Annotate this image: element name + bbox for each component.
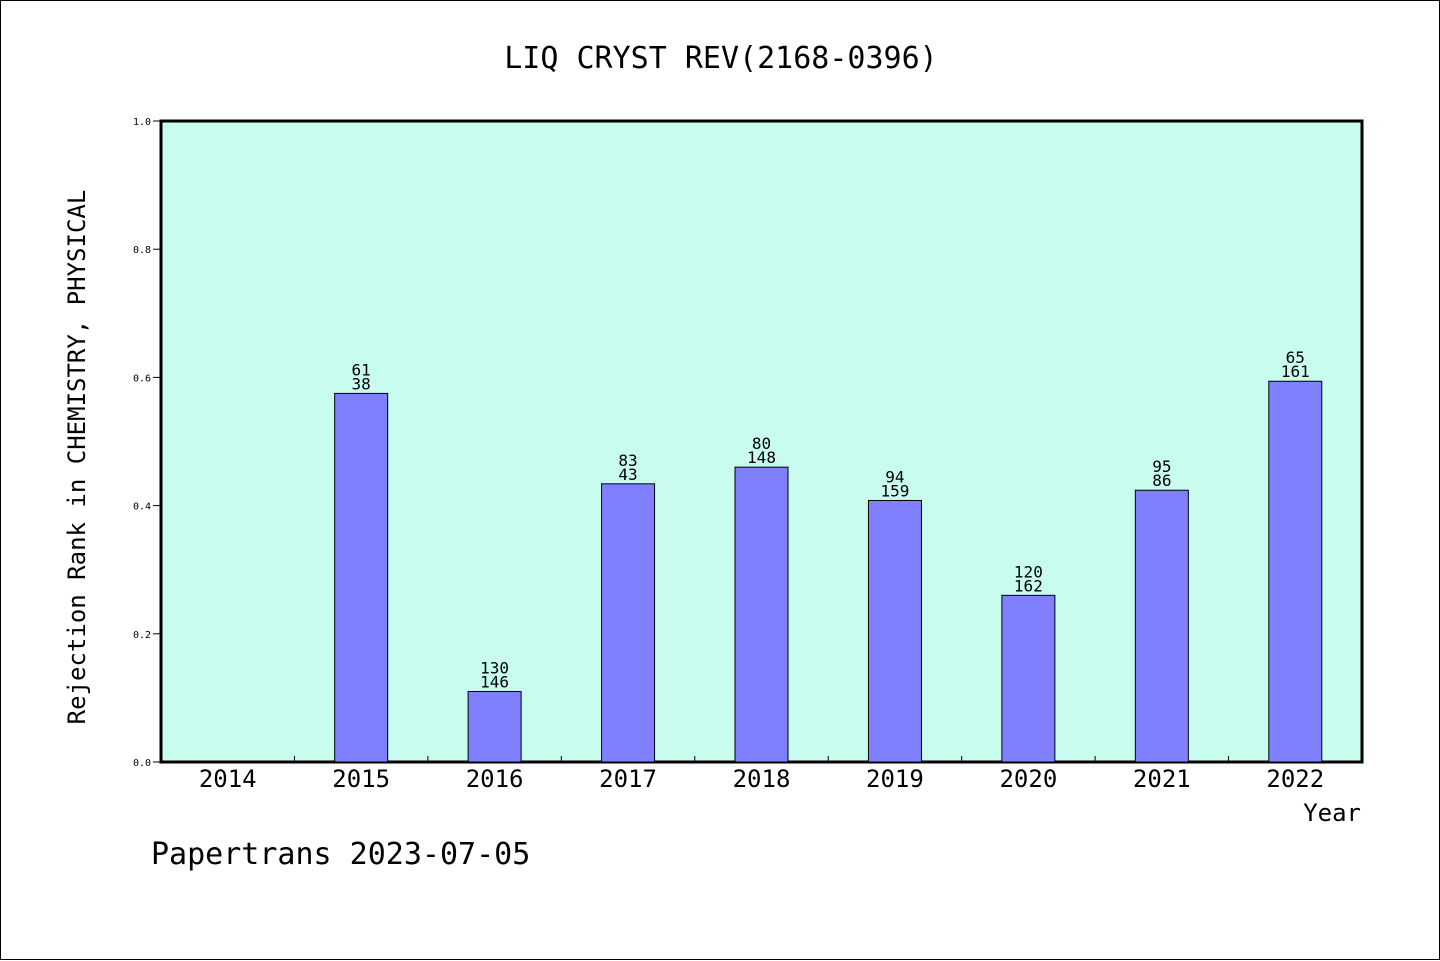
bar-label-bottom: 161 (1281, 362, 1310, 381)
bar-label-bottom: 43 (618, 465, 637, 484)
y-axis-label: Rejection Rank in CHEMISTRY, PHYSICAL (63, 190, 91, 725)
y-tick-label: 0.8 (133, 245, 151, 256)
bar-label-bottom: 148 (747, 448, 776, 467)
bar (734, 466, 789, 763)
footer-text: Papertrans 2023-07-05 (151, 837, 530, 872)
bar (467, 690, 522, 763)
x-axis-label: Year (1303, 799, 1361, 827)
bar-label-bottom: 146 (480, 672, 509, 691)
x-tick-label: 2019 (866, 765, 924, 793)
bar-label-top: 120 (1014, 562, 1043, 581)
bar-label-bottom: 86 (1152, 471, 1171, 490)
bar-label-top: 80 (752, 434, 771, 453)
y-tick-label: 0.0 (133, 758, 151, 769)
x-axis-ticks: 2014 2015 2016 2017 2018 2019 2020 2021 2022 (199, 756, 1324, 793)
bar-label-top: 130 (480, 658, 509, 677)
bar (1001, 594, 1056, 763)
bar-label-bottom: 38 (352, 374, 371, 393)
bar (334, 392, 389, 763)
x-tick-label: 2022 (1266, 765, 1324, 793)
bar-label-top: 94 (885, 467, 904, 486)
bar (1268, 380, 1323, 763)
x-tick-label: 2017 (599, 765, 657, 793)
y-tick-label: 0.4 (133, 502, 151, 513)
bar (601, 483, 656, 763)
chart-title: LIQ CRYST REV(2168-0396) (504, 41, 937, 76)
bar-label-bottom: 162 (1014, 576, 1043, 595)
y-tick-label: 0.6 (133, 373, 151, 384)
y-axis-ticks: 0.0 0.2 0.4 0.6 0.8 1.0 (133, 117, 161, 769)
bar (1134, 489, 1189, 763)
y-tick-label: 1.0 (133, 117, 151, 128)
bar (867, 499, 922, 763)
bar-label-top: 65 (1286, 348, 1305, 367)
bars-group (334, 380, 1323, 763)
x-tick-label: 2015 (332, 765, 390, 793)
x-tick-label: 2016 (466, 765, 524, 793)
y-tick-label: 0.2 (133, 630, 151, 641)
bar-label-top: 61 (352, 360, 371, 379)
bar-label-bottom: 159 (880, 481, 909, 500)
x-tick-label: 2020 (999, 765, 1057, 793)
bar-label-top: 95 (1152, 457, 1171, 476)
x-tick-label: 2018 (733, 765, 791, 793)
x-tick-label: 2014 (199, 765, 257, 793)
x-tick-label: 2021 (1133, 765, 1191, 793)
bar-label-top: 83 (618, 451, 637, 470)
